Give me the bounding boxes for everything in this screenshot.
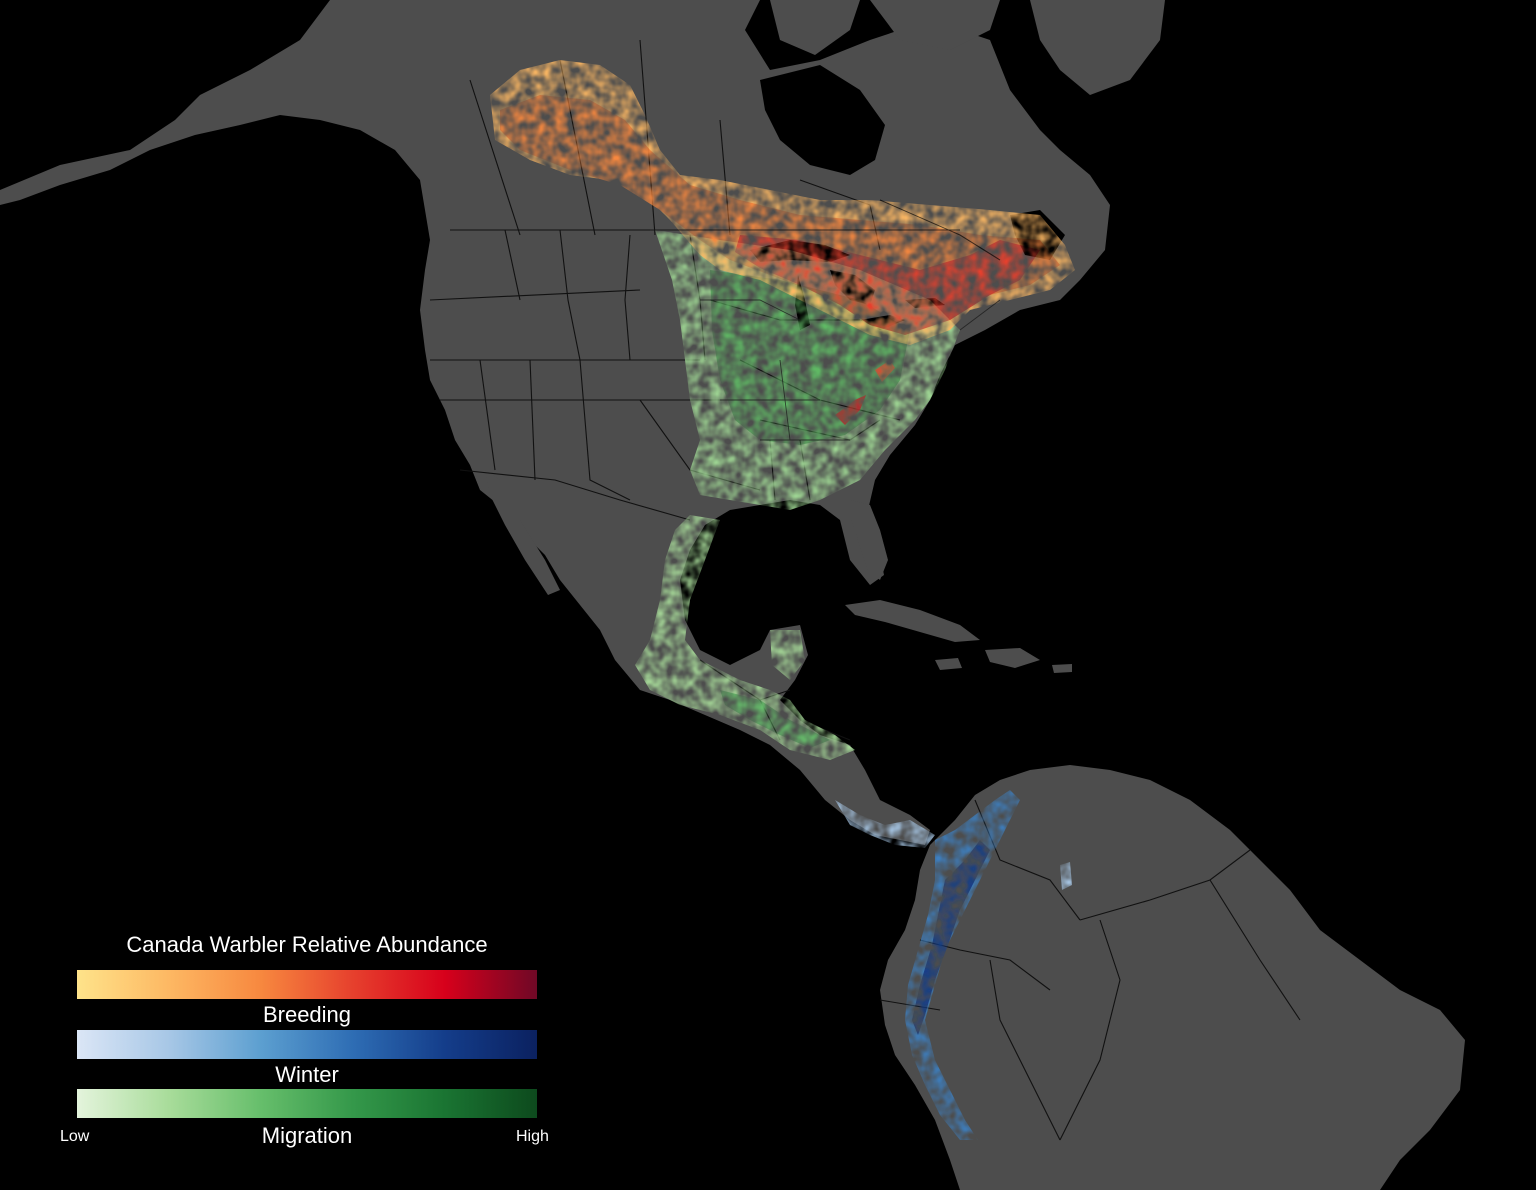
breeding-range — [490, 60, 1075, 425]
migration-range-mexico — [635, 515, 855, 760]
winter-range-panama — [835, 800, 935, 848]
high-label: High — [516, 1128, 549, 1145]
hudson-bay — [760, 65, 885, 175]
breeding-range-core — [500, 95, 1060, 325]
cuba — [845, 600, 980, 642]
winter-label: Winter — [275, 1062, 339, 1087]
state-borders-overlay — [650, 199, 1001, 441]
abundance-layer — [490, 60, 1075, 1140]
breeding-label: Breeding — [262, 1002, 352, 1027]
south-america-landmass — [880, 765, 1465, 1190]
legend-title: Canada Warbler Relative Abundance — [126, 932, 488, 957]
migration-color-bar — [77, 1089, 537, 1118]
breeding-range-high — [735, 235, 1040, 335]
breeding-range-appalachian-north — [875, 360, 895, 382]
breeding-color-bar — [77, 970, 537, 999]
jamaica — [935, 658, 962, 670]
migration-range-central — [720, 690, 830, 748]
low-label: Low — [60, 1128, 90, 1145]
migration-label: Migration — [261, 1123, 353, 1148]
winter-range-east — [1060, 862, 1072, 890]
breeding-range-appalachian — [835, 395, 866, 425]
winter-range — [835, 790, 1072, 1140]
hispaniola — [985, 648, 1040, 668]
florida — [850, 500, 888, 580]
arctic-island-b — [870, 0, 1000, 50]
baja-california — [485, 470, 560, 595]
greenland — [1030, 0, 1165, 95]
migration-range-yucatan — [770, 630, 805, 680]
winter-color-bar — [77, 1030, 537, 1059]
puerto-rico — [1052, 664, 1072, 673]
winter-range-andes-core — [912, 840, 990, 1035]
arctic-island-a — [770, 0, 860, 55]
legend: Canada Warbler Relative Abundance Breedi… — [60, 930, 560, 1150]
